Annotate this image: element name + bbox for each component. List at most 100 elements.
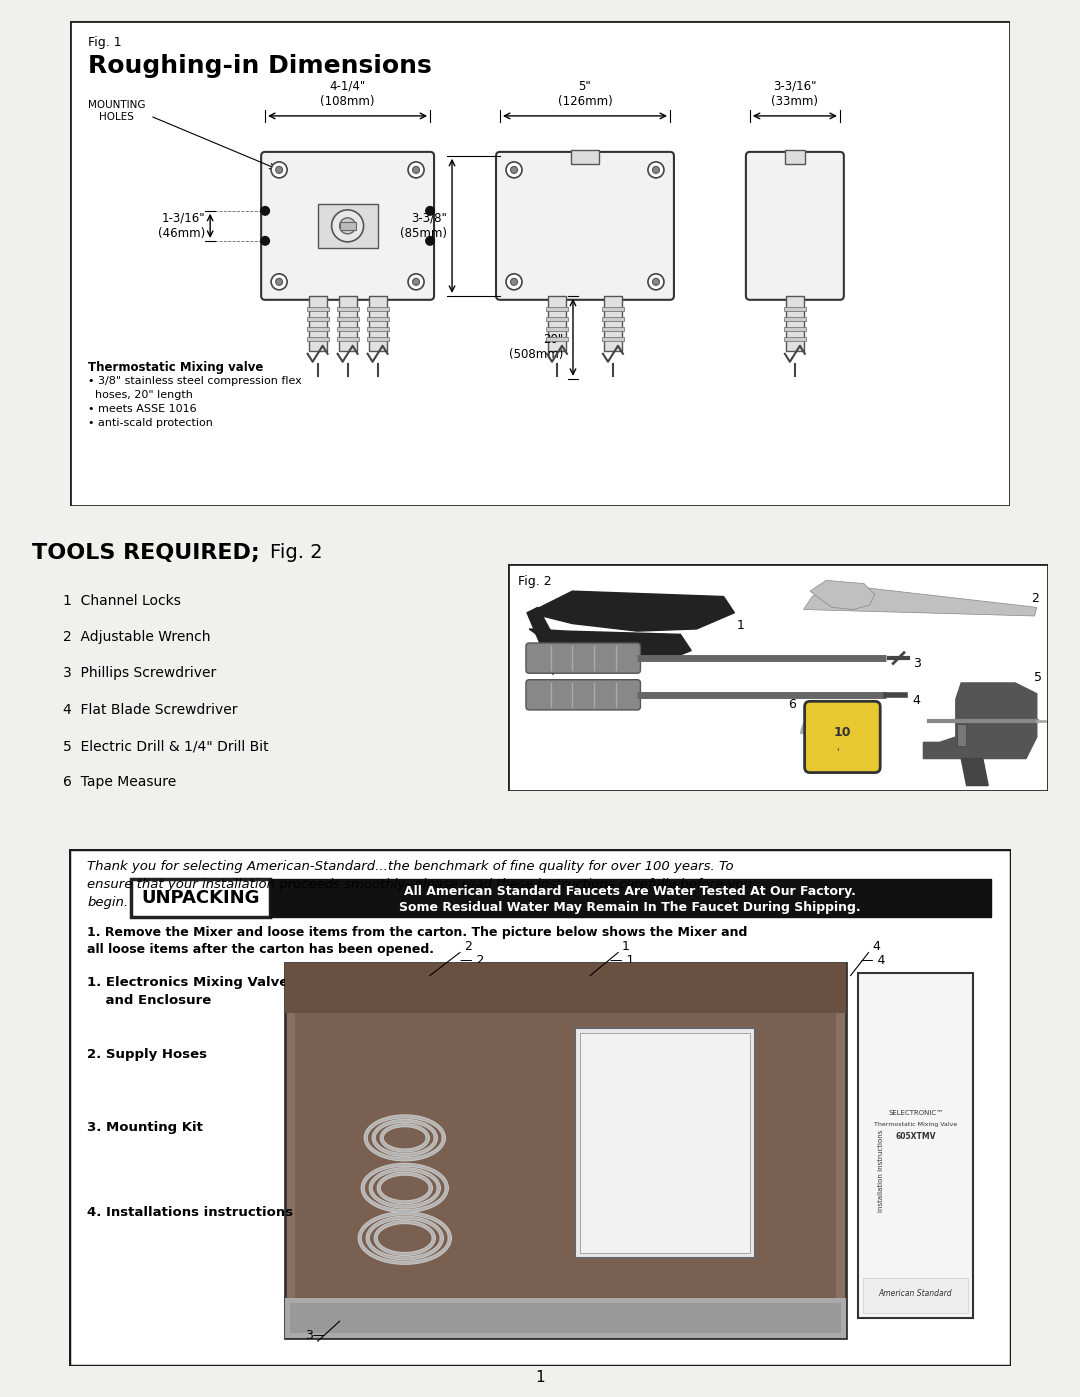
Circle shape — [648, 162, 664, 177]
Text: 3: 3 — [913, 657, 920, 671]
Circle shape — [260, 236, 270, 246]
Bar — [786, 296, 804, 351]
Polygon shape — [529, 591, 734, 631]
Text: • anti-scald protection: • anti-scald protection — [89, 418, 213, 427]
Bar — [339, 296, 356, 351]
Bar — [307, 307, 328, 310]
Circle shape — [275, 278, 283, 285]
Text: 3. Mounting Kit: 3. Mounting Kit — [87, 1120, 203, 1134]
FancyBboxPatch shape — [496, 152, 674, 300]
Bar — [604, 296, 622, 351]
Text: 1: 1 — [536, 1370, 544, 1384]
Bar — [784, 317, 806, 321]
FancyBboxPatch shape — [805, 701, 880, 773]
Circle shape — [507, 162, 522, 177]
Bar — [132, 880, 270, 918]
Bar — [546, 317, 568, 321]
Text: and Enclosure: and Enclosure — [87, 993, 212, 1007]
Circle shape — [507, 274, 522, 289]
Text: Fig. 1: Fig. 1 — [89, 36, 122, 49]
Bar — [337, 327, 359, 331]
Text: — 4: — 4 — [861, 954, 885, 967]
Bar — [784, 337, 806, 341]
FancyBboxPatch shape — [526, 680, 640, 710]
Bar — [307, 317, 328, 321]
Bar — [548, 296, 566, 351]
Bar — [270, 880, 990, 918]
Text: 20"
(508mm): 20" (508mm) — [509, 334, 563, 362]
Bar — [580, 1032, 751, 1253]
Text: 5"
(126mm): 5" (126mm) — [557, 80, 612, 108]
Text: 6  Tape Measure: 6 Tape Measure — [63, 775, 176, 789]
Bar — [337, 307, 359, 310]
Text: 1. Remove the Mixer and loose items from the carton. The picture below shows the: 1. Remove the Mixer and loose items from… — [87, 925, 747, 939]
Text: 1: 1 — [737, 619, 744, 633]
Bar — [784, 327, 806, 331]
Text: UNPACKING: UNPACKING — [141, 890, 259, 908]
Circle shape — [332, 210, 364, 242]
Text: Fig. 2: Fig. 2 — [270, 543, 323, 563]
Bar — [863, 1278, 968, 1313]
Text: 5  Electric Drill & 1/4" Drill Bit: 5 Electric Drill & 1/4" Drill Bit — [63, 739, 268, 753]
Bar — [307, 337, 328, 341]
Circle shape — [413, 278, 419, 285]
Text: Thermostatic Mixing valve: Thermostatic Mixing valve — [89, 360, 264, 374]
Bar — [546, 337, 568, 341]
FancyBboxPatch shape — [261, 152, 434, 300]
Text: 4  Flat Blade Screwdriver: 4 Flat Blade Screwdriver — [63, 703, 238, 717]
Text: hoses, 20" length: hoses, 20" length — [89, 390, 193, 400]
Text: Some Residual Water May Remain In The Faucet During Shipping.: Some Residual Water May Remain In The Fa… — [400, 901, 861, 914]
Bar — [284, 963, 846, 1013]
Polygon shape — [810, 580, 875, 609]
Circle shape — [408, 162, 424, 177]
Text: 3-3/16"
(33mm): 3-3/16" (33mm) — [771, 80, 819, 108]
Text: 605XTMV: 605XTMV — [895, 1133, 936, 1141]
Text: — 1: — 1 — [610, 954, 634, 967]
Bar — [318, 204, 378, 247]
Text: 2. Supply Hoses: 2. Supply Hoses — [87, 1048, 207, 1060]
Text: MOUNTING
HOLES: MOUNTING HOLES — [87, 101, 145, 122]
Text: 3—: 3— — [305, 1329, 325, 1343]
Bar — [366, 317, 389, 321]
Bar — [366, 307, 389, 310]
Text: Thank you for selecting American-Standard...the benchmark of fine quality for ov: Thank you for selecting American-Standar… — [87, 861, 733, 873]
Bar — [339, 222, 355, 231]
Bar — [307, 327, 328, 331]
Bar — [368, 296, 387, 351]
Polygon shape — [527, 608, 567, 675]
Text: 1: 1 — [622, 940, 630, 953]
Text: 1-3/16"
(46mm): 1-3/16" (46mm) — [158, 212, 205, 240]
Text: 2: 2 — [464, 940, 472, 953]
Text: 4: 4 — [873, 940, 880, 953]
Bar — [284, 963, 846, 1338]
Text: 2  Adjustable Wrench: 2 Adjustable Wrench — [63, 630, 211, 644]
FancyBboxPatch shape — [526, 643, 640, 673]
Circle shape — [652, 166, 660, 173]
Text: • 3/8" stainless steel compression flex: • 3/8" stainless steel compression flex — [89, 376, 302, 386]
Circle shape — [413, 166, 419, 173]
Bar — [284, 1298, 846, 1338]
Text: Thermostatic Mixing Valve: Thermostatic Mixing Valve — [874, 1122, 957, 1127]
Bar — [858, 972, 973, 1319]
Text: 4: 4 — [913, 694, 920, 707]
Text: all loose items after the carton has been opened.: all loose items after the carton has bee… — [87, 943, 434, 956]
Bar — [602, 317, 624, 321]
Bar — [309, 296, 326, 351]
Text: Roughing-in Dimensions: Roughing-in Dimensions — [89, 54, 432, 78]
Bar — [602, 307, 624, 310]
Circle shape — [275, 166, 283, 173]
Bar — [785, 149, 805, 163]
Text: ensure that your installation proceeds smoothly--please read these instructions : ensure that your installation proceeds s… — [87, 879, 752, 891]
Bar — [289, 1303, 840, 1333]
Text: American Standard: American Standard — [879, 1288, 953, 1298]
Text: 2: 2 — [1031, 592, 1039, 605]
Text: — 2: — 2 — [460, 954, 484, 967]
Bar — [337, 317, 359, 321]
Polygon shape — [961, 759, 988, 785]
Circle shape — [339, 218, 355, 233]
Circle shape — [511, 278, 517, 285]
Circle shape — [271, 162, 287, 177]
Bar — [602, 327, 624, 331]
Bar — [575, 1028, 755, 1259]
Circle shape — [648, 274, 664, 289]
